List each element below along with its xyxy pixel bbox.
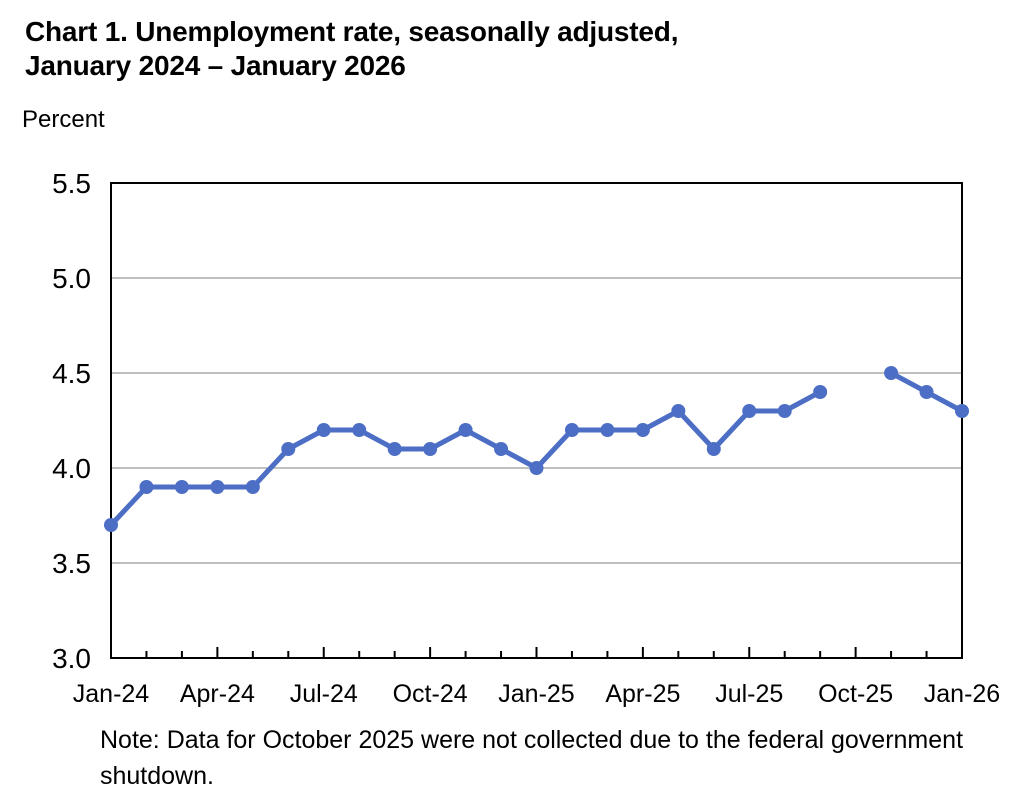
- data-point-Mar-25: [600, 423, 615, 437]
- data-point-Jul-24: [316, 423, 331, 437]
- data-point-Sep-24: [387, 442, 402, 456]
- x-tick-label: Oct-25: [818, 680, 893, 708]
- chart-title: Chart 1. Unemployment rate, seasonally a…: [25, 15, 678, 83]
- data-point-Oct-24: [423, 442, 438, 456]
- data-point-Jan-26: [955, 404, 969, 418]
- data-point-Jan-25: [529, 461, 544, 475]
- chart-note: Note: Data for October 2025 were not col…: [100, 726, 964, 790]
- chart-title-line-2: January 2024 – January 2026: [25, 50, 406, 81]
- y-tick-label: 5.5: [52, 168, 91, 199]
- data-point-Feb-24: [139, 480, 154, 494]
- y-tick-label: 3.5: [52, 548, 91, 579]
- x-tick-label: Jul-25: [715, 680, 783, 708]
- data-point-May-24: [245, 480, 260, 494]
- x-tick-label: Jan-24: [73, 680, 150, 708]
- data-point-Sep-25: [813, 385, 828, 399]
- x-tick-label: Jan-26: [924, 680, 1000, 708]
- y-tick-label: 3.0: [52, 643, 91, 674]
- data-point-Apr-24: [210, 480, 225, 494]
- chart-title-line-1: Chart 1. Unemployment rate, seasonally a…: [25, 16, 679, 47]
- data-point-Nov-25: [884, 366, 899, 380]
- x-tick-label: Jul-24: [290, 680, 358, 708]
- data-point-Jun-25: [706, 442, 721, 456]
- trend-line-segment: [108, 389, 823, 528]
- data-point-Apr-25: [635, 423, 650, 437]
- data-point-Dec-24: [494, 442, 509, 456]
- y-tick-label: 4.0: [52, 453, 91, 484]
- data-point-Aug-25: [777, 404, 792, 418]
- x-tick-label: Oct-24: [393, 680, 468, 708]
- data-point-Feb-25: [564, 423, 579, 437]
- data-point-Nov-24: [458, 423, 473, 437]
- y-axis-unit-label: Percent: [22, 106, 105, 133]
- data-point-May-25: [671, 404, 686, 418]
- plot-frame: [110, 182, 963, 659]
- y-tick-label: 4.5: [52, 358, 91, 389]
- data-point-Jan-24: [104, 518, 118, 532]
- data-point-Mar-24: [174, 480, 189, 494]
- data-point-Jul-25: [742, 404, 757, 418]
- x-tick-label: Apr-25: [605, 680, 680, 708]
- data-point-Dec-25: [919, 385, 934, 399]
- x-tick-label: Apr-24: [180, 680, 255, 708]
- x-tick-label: Jan-25: [498, 680, 574, 708]
- data-point-Jun-24: [281, 442, 296, 456]
- data-point-Aug-24: [352, 423, 367, 437]
- y-tick-label: 5.0: [52, 263, 91, 294]
